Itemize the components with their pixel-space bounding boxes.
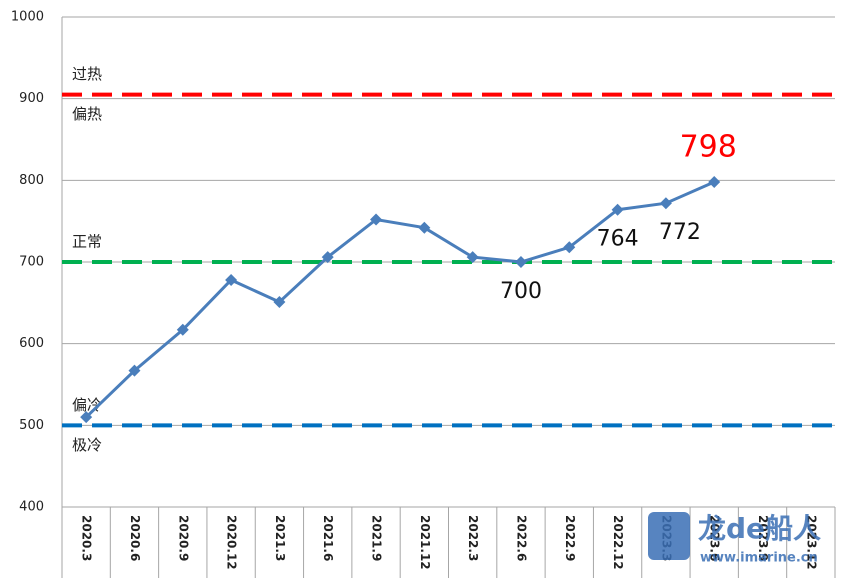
zone-label: 偏热 [72,105,102,123]
x-tick-label: 2022.6 [514,515,528,561]
y-tick-label: 400 [19,500,44,515]
x-tick-label: 2022.3 [466,515,480,561]
x-tick-label: 2020.6 [128,515,142,561]
y-tick-label: 800 [19,173,44,188]
zone-label: 过热 [72,65,102,83]
data-point [273,296,286,309]
x-tick-label: 2023.12 [804,515,818,570]
x-tick-label: 2020.12 [225,515,239,570]
x-tick-label: 2021.12 [418,515,432,570]
zone-label: 极冷 [72,436,102,454]
y-tick-label: 700 [19,255,44,270]
data-point [80,411,93,424]
x-tick-label: 2021.9 [370,515,384,561]
watermark-brand: 龙de船人 [698,512,821,545]
x-tick-label: 2020.3 [80,515,94,561]
x-tick-label: 2023.6 [708,515,722,561]
data-point [225,273,238,286]
data-point [611,203,624,216]
x-tick-label: 2022.12 [611,515,625,570]
watermark-logo [648,512,690,560]
data-point [128,364,141,377]
data-point [370,213,383,226]
y-tick-label: 500 [19,418,44,433]
y-tick-label: 1000 [11,10,44,25]
y-tick-label: 600 [19,336,44,351]
data-point [514,256,527,268]
watermark-url: www.imarine.cn [700,551,818,566]
data-point [176,323,189,336]
data-point [708,175,721,188]
x-tick-label: 2021.6 [321,515,335,561]
data-label: 798 [680,129,737,164]
data-point [659,197,672,210]
data-label: 764 [597,227,639,252]
zone-label: 正常 [72,233,102,251]
data-point [563,241,576,254]
y-tick-label: 900 [19,91,44,106]
data-line [85,180,715,419]
data-label: 772 [659,220,701,245]
data-point [418,221,431,234]
x-tick-label: 2022.9 [563,515,577,561]
x-tick-label: 2020.9 [176,515,190,561]
watermark: 龙de船人 www.imarine.cn [648,512,821,566]
x-tick-label: 2021.3 [273,515,287,561]
data-point [466,251,479,264]
x-tick-label: 2023.9 [756,515,770,561]
data-label: 700 [500,279,542,304]
data-point [321,251,334,264]
